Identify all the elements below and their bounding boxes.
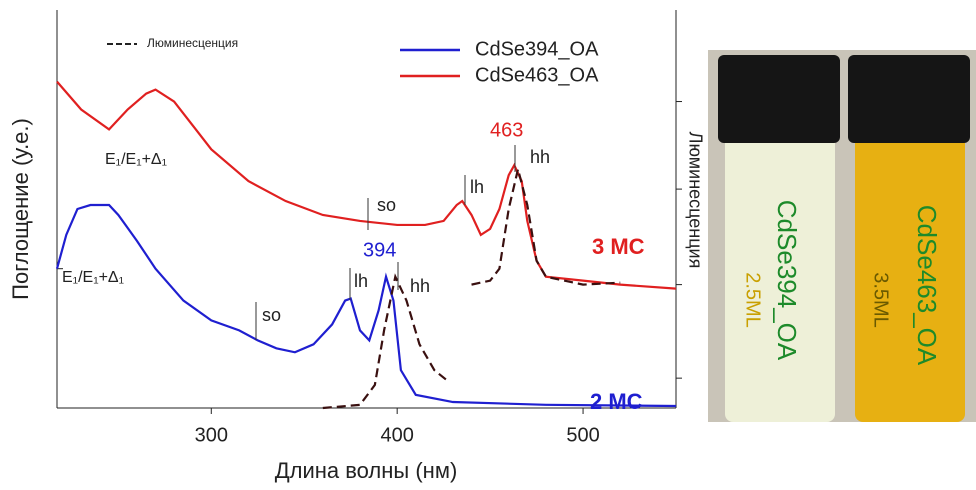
x-tick-label: 400: [380, 424, 413, 446]
legend-label: CdSe394_OA: [475, 38, 599, 60]
annotation: so: [262, 305, 281, 325]
annotation: 394: [363, 239, 396, 261]
annotation: hh: [530, 147, 550, 167]
photo-label: CdSe394_OA: [772, 200, 802, 361]
x-tick-label: 500: [566, 424, 599, 446]
x-axis-label: Длина волны (нм): [275, 458, 458, 483]
photo-label: 2.5ML: [742, 272, 764, 328]
legend-label: Люминесценция: [147, 36, 238, 50]
cap-right: [848, 55, 970, 143]
annotation: hh: [410, 276, 430, 296]
annotation: 2 MC: [590, 389, 643, 414]
photo-label: CdSe463_OA: [912, 205, 942, 366]
x-tick-label: 300: [195, 424, 228, 446]
absorption-line: [57, 205, 676, 406]
annotation: 3 MC: [592, 234, 645, 259]
annotation: E₁/E₁+Δ₁: [62, 269, 124, 286]
annotation: lh: [354, 271, 368, 291]
y-axis-label: Поглощение (у.е.): [8, 118, 33, 300]
photo-label: 3.5ML: [870, 272, 892, 328]
cap-left: [718, 55, 840, 143]
annotation: 463: [490, 119, 523, 141]
annotation: E₁/E₁+Δ₁: [105, 151, 167, 168]
annotation: lh: [470, 177, 484, 197]
y2-axis-label: Люминесценция: [685, 132, 705, 269]
luminescence-line: [472, 169, 621, 284]
figure: CdSe394_OA 2.5ML CdSe463_OA 3.5ML Длина …: [0, 0, 976, 490]
luminescence-line: [323, 277, 449, 408]
legend-label: CdSe463_OA: [475, 64, 599, 86]
annotation: so: [377, 195, 396, 215]
